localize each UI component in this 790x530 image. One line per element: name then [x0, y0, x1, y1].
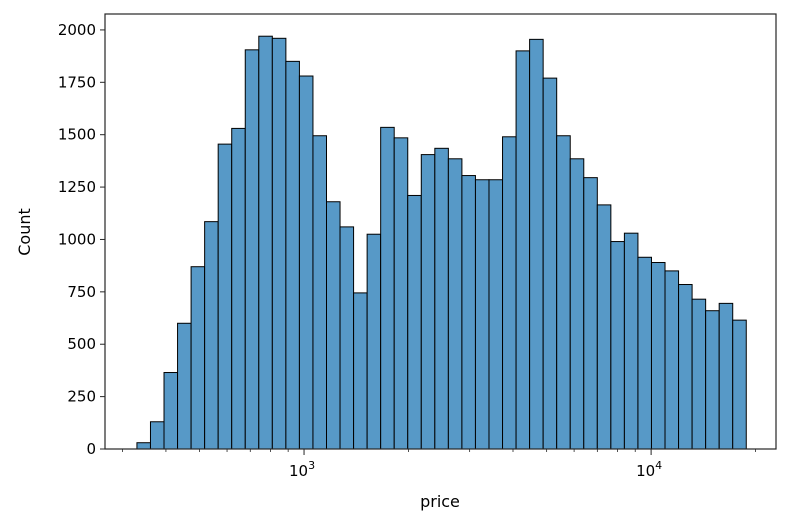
histogram-bar — [420, 154, 436, 450]
histogram-bar — [623, 232, 639, 450]
bars-group — [136, 35, 747, 450]
y-tick-label: 1750 — [58, 73, 96, 91]
histogram-bar — [583, 177, 598, 450]
histogram-bar — [678, 284, 693, 450]
histogram-bar — [705, 310, 720, 450]
histogram-bar — [569, 158, 585, 450]
y-tick-label: 2000 — [58, 21, 96, 39]
histogram-bar — [271, 37, 287, 450]
histogram-bar — [474, 179, 490, 450]
histogram-bar — [298, 75, 314, 450]
histogram-bar — [380, 126, 395, 450]
histogram-bar — [502, 136, 517, 450]
histogram-bar — [515, 50, 531, 450]
x-tick-base: 10 — [289, 462, 308, 480]
y-tick-label: 0 — [86, 440, 96, 458]
histogram-bar — [285, 60, 300, 450]
histogram-bar — [556, 135, 571, 450]
y-axis-label: Count — [15, 208, 34, 256]
histogram-bar — [177, 322, 192, 450]
histogram-bar — [434, 147, 449, 450]
y-tick-label: 1500 — [58, 126, 96, 144]
histogram-bar — [529, 38, 544, 450]
x-axis-ticks: 103 104 — [122, 449, 756, 480]
histogram-bar — [190, 266, 206, 450]
histogram-bar — [610, 241, 625, 450]
y-tick-label: 1000 — [58, 230, 96, 248]
histogram-bar — [718, 302, 734, 450]
histogram-bar — [650, 262, 666, 450]
x-tick-label: 104 — [636, 459, 662, 480]
histogram-bar — [447, 158, 463, 450]
histogram-bar — [244, 49, 260, 450]
y-tick-label: 1250 — [58, 178, 96, 196]
y-tick-label: 250 — [67, 388, 96, 406]
histogram-bar — [461, 175, 476, 450]
x-tick-base: 10 — [636, 462, 655, 480]
x-tick-exponent: 4 — [655, 459, 662, 472]
histogram-bar — [488, 179, 504, 450]
histogram-bar — [163, 372, 179, 450]
histogram-bar — [231, 127, 246, 450]
histogram-bar — [691, 298, 707, 450]
histogram-bar — [258, 35, 273, 450]
histogram-bar — [732, 319, 747, 450]
histogram-bar — [339, 226, 355, 450]
plot-frame — [104, 13, 777, 450]
y-axis-ticks: 0 250 500 750 1000 1250 1500 1750 2000 — [58, 21, 105, 458]
y-tick-label: 750 — [67, 283, 96, 301]
histogram-bar — [637, 256, 652, 450]
histogram-bar — [136, 442, 151, 450]
histogram-bar — [542, 77, 558, 450]
histogram-bar — [326, 201, 341, 450]
x-axis-label: price — [420, 492, 460, 511]
histogram-bar — [353, 292, 368, 450]
histogram-bar — [393, 137, 409, 450]
x-tick-label: 103 — [289, 459, 315, 480]
histogram-bar — [149, 421, 165, 450]
histogram-bar — [664, 270, 680, 450]
histogram-bar — [312, 135, 328, 450]
histogram-bar — [204, 221, 219, 450]
x-tick-exponent: 3 — [308, 459, 315, 472]
histogram-bar — [596, 204, 612, 450]
histogram-bar — [217, 143, 233, 450]
histogram-bar — [366, 233, 382, 450]
histogram-bar — [407, 194, 422, 450]
y-tick-label: 500 — [67, 335, 96, 353]
